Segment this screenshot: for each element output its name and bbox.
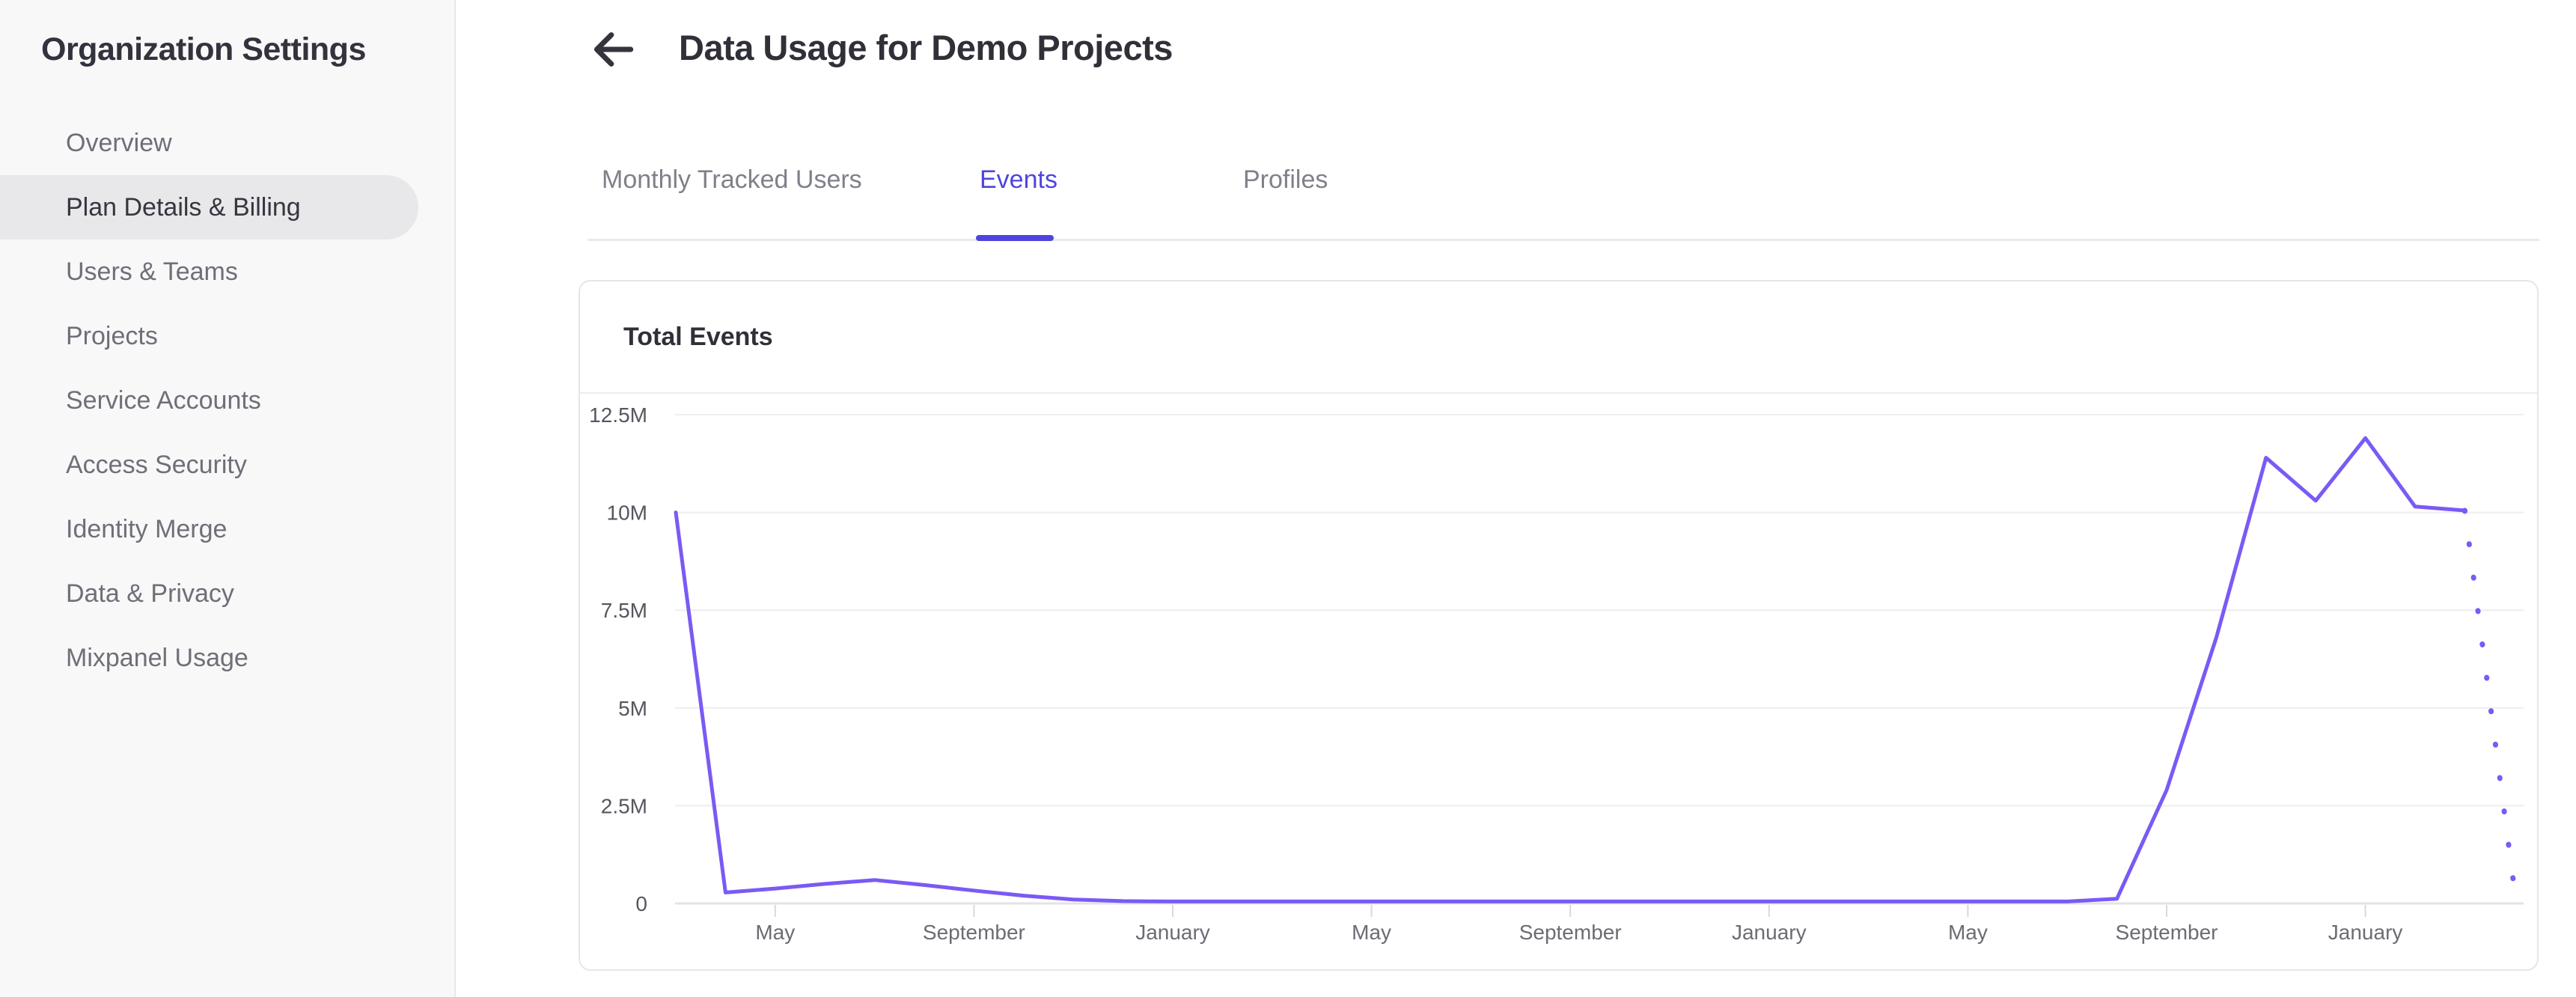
sidebar-item-users-teams[interactable]: Users & Teams [66,257,238,286]
sidebar-item-data-privacy[interactable]: Data & Privacy [66,579,234,608]
sidebar-item-plan-details-billing[interactable]: Plan Details & Billing [0,175,418,240]
sidebar: Organization Settings Overview Plan Deta… [0,0,456,997]
tab-monthly-tracked-users[interactable]: Monthly Tracked Users [602,165,862,194]
card-title: Total Events [580,281,2537,394]
chart-axis-labels: 0 2.5M 5M 7.5M 10M 12.5M May September January Ma… [589,403,2402,944]
svg-text:September: September [1519,921,1622,944]
svg-text:5M: 5M [618,697,647,720]
svg-text:2.5M: 2.5M [601,794,647,817]
svg-text:10M: 10M [607,501,647,525]
sidebar-item-mixpanel-usage[interactable]: Mixpanel Usage [66,643,248,672]
svg-text:7.5M: 7.5M [601,599,647,622]
page-title: Data Usage for Demo Projects [679,28,1173,67]
chart-x-ticks [774,905,2366,917]
svg-text:12.5M: 12.5M [589,403,647,427]
svg-text:January: January [1135,921,1210,944]
svg-text:May: May [1352,921,1391,944]
back-button[interactable] [591,28,635,72]
chart-gridlines [675,414,2524,905]
svg-text:September: September [923,921,1025,944]
total-events-card: Total Events 0 2.5M 5M 7.5M 10M 12.5M May Septe… [579,280,2539,971]
svg-text:May: May [755,921,795,944]
chart-series-line [674,436,2518,903]
tab-events[interactable]: Events [980,165,1057,194]
sidebar-item-overview[interactable]: Overview [66,128,172,157]
total-events-line-chart: 0 2.5M 5M 7.5M 10M 12.5M May September January Ma… [589,403,2524,944]
tabs-divider [587,239,2539,241]
svg-text:September: September [2116,921,2218,944]
svg-text:January: January [2328,921,2403,944]
svg-text:May: May [1948,921,1988,944]
active-tab-indicator [976,235,1054,241]
sidebar-title: Organization Settings [41,31,366,67]
sidebar-item-service-accounts[interactable]: Service Accounts [66,385,261,415]
sidebar-nav: Overview Plan Details & Billing Users & … [0,111,454,690]
sidebar-item-access-security[interactable]: Access Security [66,450,247,479]
tab-profiles[interactable]: Profiles [1243,165,1328,194]
svg-text:January: January [1732,921,1807,944]
svg-text:0: 0 [635,892,647,915]
sidebar-item-identity-merge[interactable]: Identity Merge [66,514,228,543]
arrow-left-icon [592,32,634,73]
sidebar-item-projects[interactable]: Projects [66,321,158,350]
